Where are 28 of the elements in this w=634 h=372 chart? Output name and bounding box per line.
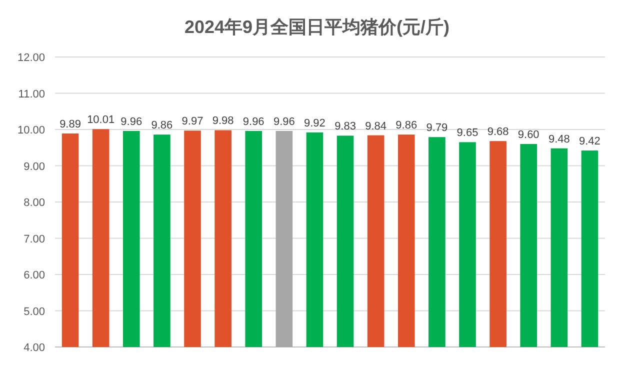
title: 2024年9月全国日平均猪价(元/斤) — [184, 17, 450, 37]
ytick: 6.00 — [24, 270, 45, 282]
data-label: 9.98 — [212, 115, 234, 128]
data-label: 9.84 — [365, 120, 387, 132]
data-label: 9.48 — [548, 133, 570, 146]
data-label: 9.79 — [426, 122, 448, 134]
ytick: 9.00 — [24, 160, 45, 173]
ytick: 11.00 — [18, 88, 45, 100]
data-label: 9.65 — [456, 127, 478, 140]
data-label: 9.96 — [120, 116, 142, 128]
ytick: 8.00 — [24, 197, 45, 209]
ytick: 10.00 — [17, 124, 45, 136]
ytick: 5.00 — [24, 306, 45, 318]
data-label: 9.83 — [334, 120, 356, 133]
ytick: 12.00 — [17, 52, 45, 64]
ytick: 7.00 — [24, 233, 45, 246]
data-label: 9.86 — [396, 120, 418, 132]
data-label: 9.97 — [182, 116, 204, 128]
data-label: 9.92 — [304, 117, 326, 130]
ytick: 4.00 — [24, 342, 45, 354]
data-label: 9.96 — [273, 116, 295, 128]
data-label: 9.42 — [579, 136, 600, 148]
data-label: 9.60 — [518, 129, 540, 141]
data-label: 10.01 — [87, 114, 115, 126]
data-label: 9.89 — [60, 118, 81, 130]
data-label: 9.86 — [151, 120, 173, 132]
data-label: 9.96 — [242, 116, 264, 128]
data-label: 9.68 — [487, 126, 509, 138]
